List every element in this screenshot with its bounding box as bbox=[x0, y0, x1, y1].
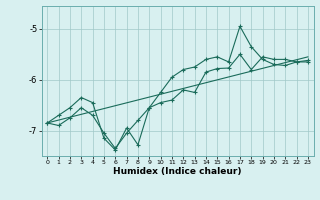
X-axis label: Humidex (Indice chaleur): Humidex (Indice chaleur) bbox=[113, 167, 242, 176]
